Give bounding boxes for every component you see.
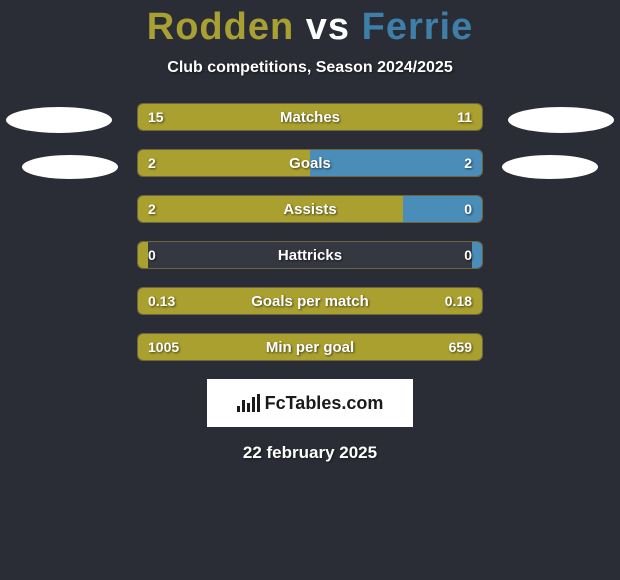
- stat-row: 20Assists: [137, 195, 483, 223]
- stat-row: 1511Matches: [137, 103, 483, 131]
- vs-text: vs: [306, 6, 350, 48]
- stat-label: Min per goal: [138, 334, 482, 360]
- badge-placeholder-right-2: [502, 155, 598, 179]
- brand-text: FcTables.com: [265, 393, 384, 414]
- stat-row: 1005659Min per goal: [137, 333, 483, 361]
- badge-placeholder-right-1: [508, 107, 614, 133]
- date-text: 22 february 2025: [0, 443, 620, 463]
- comparison-title: Rodden vs Ferrie: [0, 0, 620, 49]
- stat-label: Assists: [138, 196, 482, 222]
- badge-placeholder-left-2: [22, 155, 118, 179]
- stat-label: Goals: [138, 150, 482, 176]
- stat-rows: 1511Matches 22Goals 20Assists 00Hattricks 0.…: [137, 103, 483, 361]
- badge-placeholder-left-1: [6, 107, 112, 133]
- stats-area: 1511Matches 22Goals 20Assists 00Hattricks 0.…: [0, 103, 620, 361]
- stat-row: 00Hattricks: [137, 241, 483, 269]
- subtitle: Club competitions, Season 2024/2025: [0, 59, 620, 77]
- stat-label: Hattricks: [138, 242, 482, 268]
- stat-label: Goals per match: [138, 288, 482, 314]
- chart-icon: [237, 394, 259, 412]
- stat-row: 0.130.18Goals per match: [137, 287, 483, 315]
- stat-row: 22Goals: [137, 149, 483, 177]
- player1-name: Rodden: [147, 6, 294, 48]
- stat-label: Matches: [138, 104, 482, 130]
- brand-box: FcTables.com: [207, 379, 413, 427]
- player2-name: Ferrie: [362, 6, 474, 48]
